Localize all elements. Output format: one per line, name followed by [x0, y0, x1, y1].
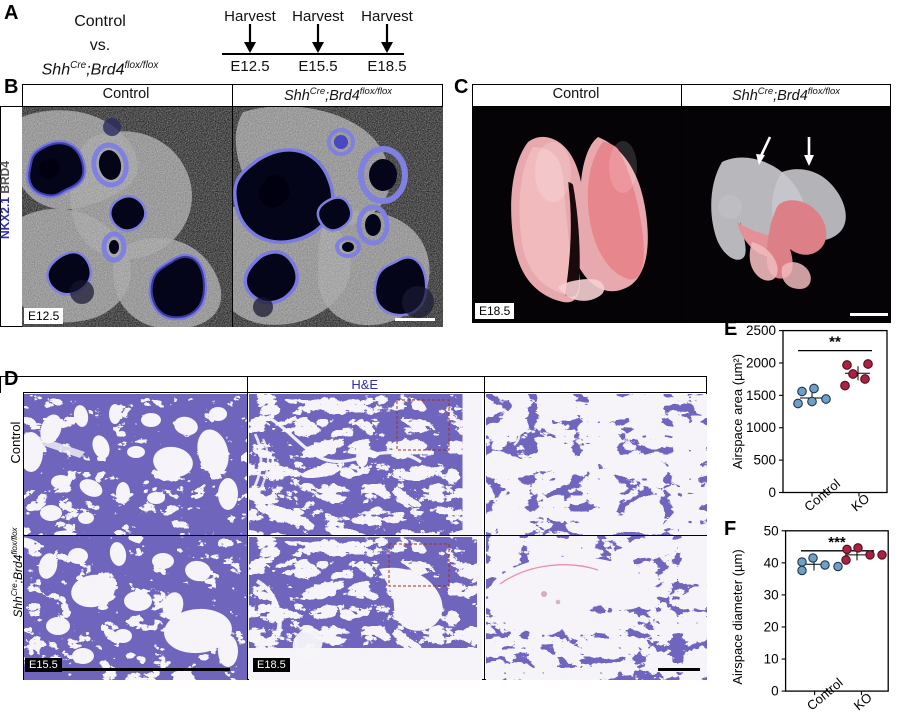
- svg-text:10: 10: [764, 652, 779, 667]
- svg-text:40: 40: [764, 555, 779, 570]
- svg-text:Control: Control: [804, 675, 846, 714]
- svg-text:50: 50: [764, 523, 779, 538]
- svg-text:KO: KO: [851, 690, 875, 714]
- svg-text:20: 20: [764, 619, 779, 634]
- svg-text:30: 30: [764, 587, 779, 602]
- svg-text:0: 0: [771, 684, 779, 699]
- svg-text:Airspace diameter (µm): Airspace diameter (µm): [730, 549, 745, 684]
